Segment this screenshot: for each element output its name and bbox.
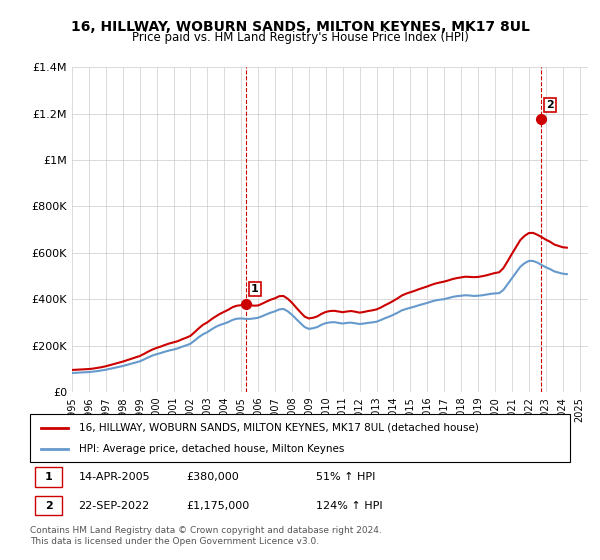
- FancyBboxPatch shape: [35, 496, 62, 515]
- Text: 16, HILLWAY, WOBURN SANDS, MILTON KEYNES, MK17 8UL: 16, HILLWAY, WOBURN SANDS, MILTON KEYNES…: [71, 20, 529, 34]
- Text: 14-APR-2005: 14-APR-2005: [79, 472, 150, 482]
- Text: Contains HM Land Registry data © Crown copyright and database right 2024.
This d: Contains HM Land Registry data © Crown c…: [30, 526, 382, 546]
- Text: 16, HILLWAY, WOBURN SANDS, MILTON KEYNES, MK17 8UL (detached house): 16, HILLWAY, WOBURN SANDS, MILTON KEYNES…: [79, 423, 478, 433]
- FancyBboxPatch shape: [30, 414, 570, 462]
- Text: HPI: Average price, detached house, Milton Keynes: HPI: Average price, detached house, Milt…: [79, 444, 344, 454]
- Text: 2: 2: [45, 501, 53, 511]
- Text: £1,175,000: £1,175,000: [187, 501, 250, 511]
- Text: 22-SEP-2022: 22-SEP-2022: [79, 501, 150, 511]
- Text: £380,000: £380,000: [187, 472, 239, 482]
- Text: 124% ↑ HPI: 124% ↑ HPI: [316, 501, 383, 511]
- Text: 1: 1: [45, 472, 53, 482]
- Text: 51% ↑ HPI: 51% ↑ HPI: [316, 472, 376, 482]
- Text: Price paid vs. HM Land Registry's House Price Index (HPI): Price paid vs. HM Land Registry's House …: [131, 31, 469, 44]
- Text: 2: 2: [546, 100, 554, 110]
- FancyBboxPatch shape: [35, 468, 62, 487]
- Text: 1: 1: [251, 284, 259, 294]
